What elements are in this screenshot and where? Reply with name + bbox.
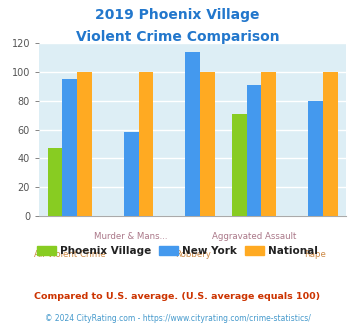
Text: All Violent Crime: All Violent Crime (34, 250, 105, 259)
Bar (138, 72, 153, 216)
Bar (323, 72, 338, 216)
Bar (261, 72, 276, 216)
Text: Murder & Mans...: Murder & Mans... (94, 232, 168, 241)
Bar (308, 101, 323, 216)
Text: Aggravated Assault: Aggravated Assault (212, 232, 296, 241)
Text: Violent Crime Comparison: Violent Crime Comparison (76, 30, 279, 44)
Legend: Phoenix Village, New York, National: Phoenix Village, New York, National (33, 242, 322, 260)
Bar (200, 72, 215, 216)
Bar (232, 114, 247, 216)
Text: 2019 Phoenix Village: 2019 Phoenix Village (95, 8, 260, 22)
Bar (247, 85, 261, 216)
Bar (124, 132, 138, 216)
Bar (48, 148, 62, 216)
Bar (185, 51, 200, 216)
Bar (77, 72, 92, 216)
Text: Robbery: Robbery (175, 250, 211, 259)
Text: Rape: Rape (305, 250, 326, 259)
Bar (62, 79, 77, 216)
Text: © 2024 CityRating.com - https://www.cityrating.com/crime-statistics/: © 2024 CityRating.com - https://www.city… (45, 314, 310, 323)
Text: Compared to U.S. average. (U.S. average equals 100): Compared to U.S. average. (U.S. average … (34, 292, 321, 301)
